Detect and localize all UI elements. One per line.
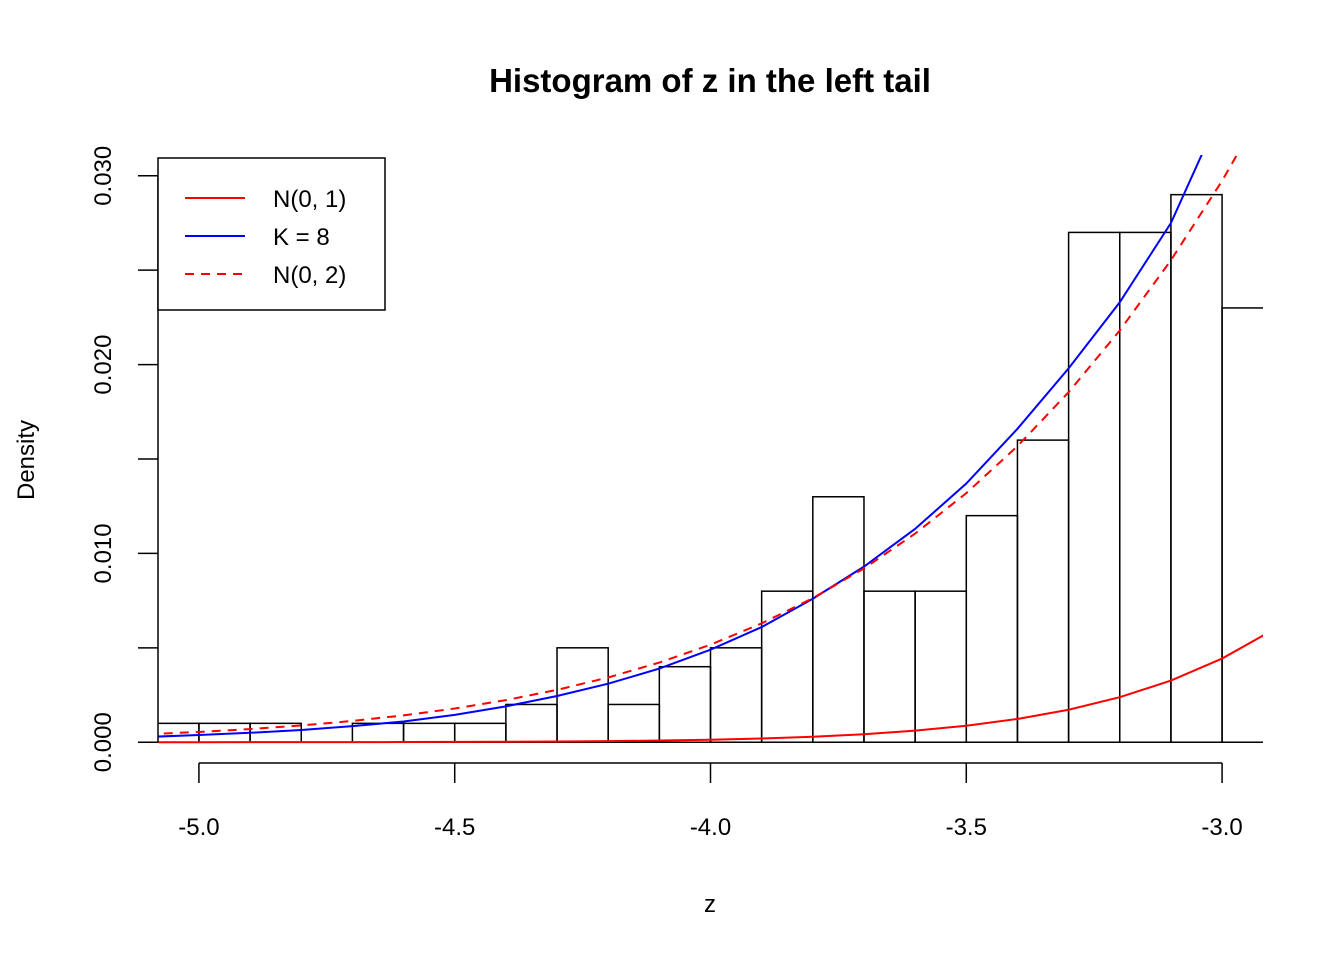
y-tick-label: 0.000 bbox=[90, 712, 117, 772]
legend-label: K = 8 bbox=[273, 224, 330, 251]
histogram-bar bbox=[505, 703, 558, 743]
x-tick-label: -5.0 bbox=[178, 814, 219, 841]
histogram-bar bbox=[658, 665, 712, 743]
chart-title: Histogram of z in the left tail bbox=[489, 62, 931, 99]
x-tick-label: -3.0 bbox=[1201, 814, 1242, 841]
histogram-bar bbox=[402, 722, 456, 743]
histogram-bar bbox=[914, 590, 968, 743]
x-tick-label: -4.0 bbox=[690, 814, 731, 841]
histogram-bar bbox=[1221, 307, 1263, 743]
curve bbox=[158, 155, 1203, 738]
histogram-bar bbox=[812, 496, 865, 743]
legend-box bbox=[157, 157, 386, 311]
histogram-bar bbox=[607, 703, 661, 743]
x-tick-label: -3.5 bbox=[946, 814, 987, 841]
y-tick-label: 0.020 bbox=[90, 335, 117, 395]
legend-label: N(0, 2) bbox=[273, 262, 346, 289]
curve bbox=[158, 634, 1263, 744]
curve bbox=[158, 155, 1239, 735]
histogram-bar bbox=[1170, 193, 1223, 743]
y-tick-label: 0.010 bbox=[90, 523, 117, 583]
histogram-bar bbox=[1119, 231, 1172, 743]
histogram-bar bbox=[1067, 231, 1121, 743]
x-tick-label: -4.5 bbox=[434, 814, 475, 841]
legend-label: N(0, 1) bbox=[273, 186, 346, 213]
histogram-bar bbox=[158, 722, 200, 743]
histogram-bar bbox=[863, 590, 916, 743]
x-axis-label: z bbox=[704, 891, 716, 918]
histogram-bar bbox=[453, 722, 507, 743]
histogram-bar bbox=[965, 514, 1019, 743]
y-axis-label: Density bbox=[13, 420, 40, 500]
plot-area bbox=[158, 155, 1263, 744]
y-tick-label: 0.030 bbox=[90, 146, 117, 206]
histogram-bar bbox=[709, 647, 763, 743]
histogram-bar bbox=[1016, 439, 1070, 743]
